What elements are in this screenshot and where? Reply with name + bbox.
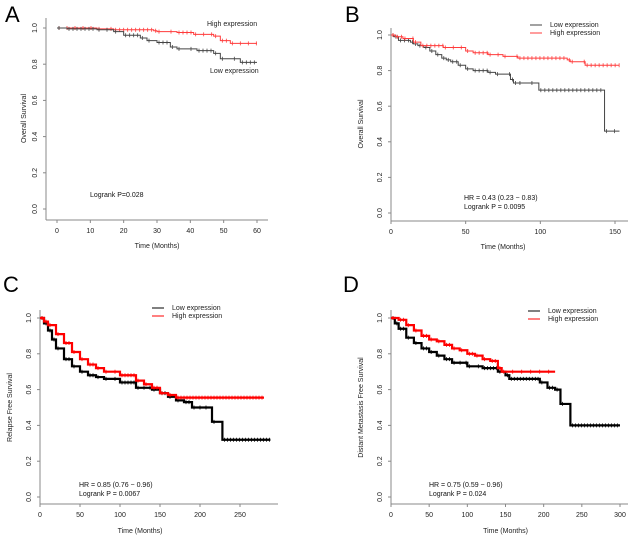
y-tick-label: 0.0	[377, 492, 384, 502]
y-tick-label: 0.2	[32, 168, 39, 178]
km-curve-low-expression	[57, 27, 257, 63]
y-tick-label: 0.6	[377, 101, 384, 111]
x-axis-label: Time (Months)	[135, 243, 180, 250]
logrank-p-text: Logrank P = 0.0067	[79, 491, 140, 498]
x-axis-label: Time (Months)	[483, 528, 528, 535]
x-tick-label: 50	[462, 229, 470, 236]
y-tick-label: 0.2	[26, 456, 33, 466]
x-tick-label: 300	[614, 512, 626, 519]
panel-c: C 0 50 100 150 200 250 0.0 0.2 0.4 0.6 0.8 1.0 Time …	[3, 272, 278, 535]
hazard-ratio-text: HR = 0.43 (0.23 − 0.83)	[464, 195, 538, 202]
y-tick-label: 0.2	[377, 456, 384, 466]
panel-letter-a: A	[5, 2, 20, 27]
km-curve-high-expression	[391, 34, 620, 66]
x-tick-label: 0	[389, 229, 393, 236]
logrank-p-text: Logrank P = 0.024	[429, 491, 486, 498]
y-tick-label: 0.0	[32, 204, 39, 214]
panel-b: B 0 50 100 150 0.0 0.2 0.4 0.6 0.8 1.0 Time (Month…	[345, 2, 628, 251]
y-tick-label: 1.0	[32, 23, 39, 33]
y-tick-label: 1.0	[377, 313, 384, 323]
km-curve-high-expression	[57, 27, 257, 44]
y-tick-label: 0.0	[377, 208, 384, 218]
km-curve-low-expression	[391, 34, 620, 132]
y-tick-label: 0.6	[26, 385, 33, 395]
y-tick-label: 0.8	[26, 349, 33, 359]
x-axis-label: Time (Months)	[118, 528, 163, 535]
km-curve-low-expression	[391, 316, 620, 427]
legend-label: High expression	[207, 21, 257, 28]
panel-letter-c: C	[3, 272, 19, 297]
legend-label: Low expression	[210, 68, 259, 75]
x-tick-label: 250	[234, 512, 246, 519]
logrank-p-text: Logrank P=0.028	[90, 192, 144, 199]
x-tick-label: 10	[86, 228, 94, 235]
legend-label: Low expression	[548, 308, 597, 315]
x-tick-label: 60	[253, 228, 261, 235]
legend-label: Low expression	[550, 22, 599, 29]
x-tick-label: 50	[220, 228, 228, 235]
panel-letter-b: B	[345, 2, 360, 27]
legend-label: High expression	[548, 316, 598, 323]
panel-letter-d: D	[343, 272, 359, 297]
x-tick-label: 0	[55, 228, 59, 235]
y-tick-label: 0.4	[377, 137, 384, 147]
legend-label: High expression	[550, 30, 600, 37]
y-tick-label: 0.4	[32, 132, 39, 142]
legend-label: High expression	[172, 313, 222, 320]
x-tick-label: 0	[389, 512, 393, 519]
x-tick-label: 250	[576, 512, 588, 519]
x-tick-label: 100	[461, 512, 473, 519]
hazard-ratio-text: HR = 0.85 (0.76 − 0.96)	[79, 482, 153, 489]
y-tick-label: 0.6	[377, 385, 384, 395]
x-tick-label: 150	[500, 512, 512, 519]
x-tick-label: 50	[425, 512, 433, 519]
y-tick-label: 0.2	[377, 172, 384, 182]
hazard-ratio-text: HR = 0.75 (0.59 − 0.96)	[429, 482, 503, 489]
y-axis-label: Overall Survival	[358, 99, 365, 148]
x-tick-label: 50	[76, 512, 84, 519]
y-tick-label: 0.8	[32, 59, 39, 69]
km-curve-low-expression	[40, 316, 271, 441]
y-tick-label: 0.0	[26, 492, 33, 502]
x-tick-label: 0	[38, 512, 42, 519]
y-tick-label: 1.0	[26, 313, 33, 323]
y-tick-label: 0.6	[32, 95, 39, 105]
panel-a: A 0 10 20 30 40 50 60 0.0 0.2 0.4 0.6 0.8 1.0 Time (M…	[5, 2, 268, 250]
y-tick-label: 0.4	[377, 420, 384, 430]
panel-d: D 0 50 100 150 200 250 300 0.0 0.2 0.4 0.6 0.8 1.0 Ti…	[343, 272, 628, 535]
y-tick-label: 1.0	[377, 30, 384, 40]
x-axis-label: Time (Months)	[481, 244, 526, 251]
y-tick-label: 0.8	[377, 66, 384, 76]
legend-label: Low expression	[172, 305, 221, 312]
km-curve-high-expression	[391, 316, 556, 373]
y-axis-label: Relapse Free Survival	[7, 373, 14, 442]
x-tick-label: 100	[534, 229, 546, 236]
km-curve-high-expression	[40, 316, 264, 399]
x-tick-label: 40	[186, 228, 194, 235]
x-tick-label: 150	[154, 512, 166, 519]
y-tick-label: 0.4	[26, 420, 33, 430]
y-axis-label: Distant Metastasis Free Survival	[358, 357, 365, 458]
logrank-p-text: Logrank P = 0.0095	[464, 204, 525, 211]
y-tick-label: 0.8	[377, 349, 384, 359]
x-tick-label: 150	[609, 229, 621, 236]
x-tick-label: 30	[153, 228, 161, 235]
x-tick-label: 100	[114, 512, 126, 519]
x-tick-label: 200	[538, 512, 550, 519]
y-axis-label: Overall Survival	[21, 94, 28, 143]
x-tick-label: 200	[194, 512, 206, 519]
x-tick-label: 20	[120, 228, 128, 235]
